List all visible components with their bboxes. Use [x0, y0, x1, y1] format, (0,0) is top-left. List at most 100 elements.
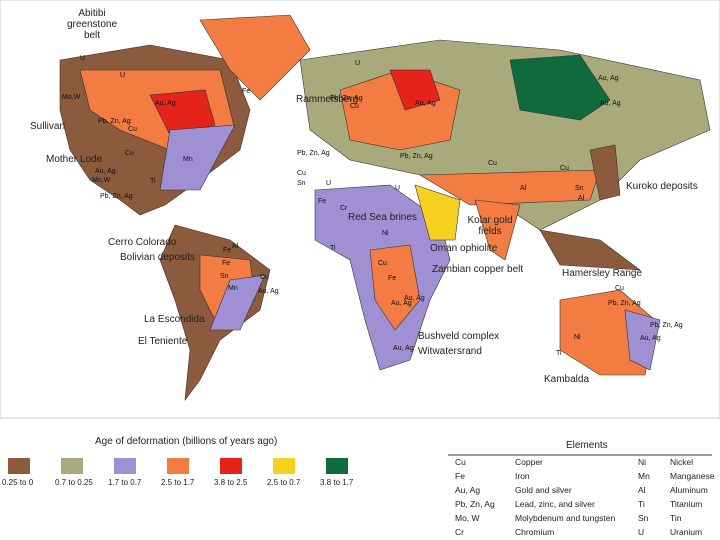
- mineral-symbol: Fe: [223, 247, 232, 254]
- element-symbol: Al: [638, 485, 646, 495]
- element-name: Iron: [515, 471, 530, 481]
- mineral-symbol: Pb, Zn, Ag: [330, 95, 363, 102]
- mineral-symbol: Pb, Zn, Ag: [400, 153, 433, 160]
- mineral-symbol: Pb, Zn, Ag: [100, 193, 133, 200]
- brazil: [209, 274, 266, 331]
- mineral-symbol: Cu: [125, 150, 134, 157]
- mineral-symbol: Pb, Zn, Ag: [297, 150, 330, 157]
- continents: [59, 14, 711, 402]
- place-label: Cerro Colorado: [108, 237, 177, 248]
- legend-swatch: [273, 458, 295, 474]
- element-name: Gold and silver: [515, 485, 572, 495]
- place-label: Bushveld complex: [418, 331, 500, 342]
- element-name: Titanium: [670, 499, 703, 509]
- mineral-symbol: Cr: [340, 205, 348, 212]
- legend-title: Age of deformation (billions of years ag…: [95, 436, 278, 447]
- legend-swatch: [167, 458, 189, 474]
- element-symbol: Au, Ag: [455, 485, 481, 495]
- mineral-symbol: Al: [578, 195, 585, 202]
- mineral-symbol: Pb, Zn, Ag: [650, 322, 683, 329]
- legend-swatch: [326, 458, 348, 474]
- mineral-symbol: Au, Ag: [404, 295, 425, 302]
- element-name: Manganese: [670, 471, 715, 481]
- east-australia: [624, 309, 661, 371]
- element-symbol: Sn: [638, 513, 649, 523]
- legend-label: 2.5 to 1.7: [161, 478, 195, 487]
- element-name: Aluminum: [670, 485, 708, 495]
- legend-label: 3.8 to 2.5: [214, 478, 248, 487]
- legend-swatch: [114, 458, 136, 474]
- mineral-symbol: Au, Ag: [415, 100, 436, 107]
- mineral-symbol: Fe: [318, 198, 327, 205]
- mineral-symbol: Fe: [222, 260, 231, 267]
- place-label: Kolar gold fields: [467, 215, 513, 237]
- mineral-symbol: Au, Ag: [598, 75, 619, 82]
- mineral-symbol: Mo,W: [92, 177, 111, 184]
- mineral-symbol: U: [326, 180, 332, 187]
- place-label: Rammelsberg: [296, 94, 359, 105]
- place-label: Hamersley Range: [562, 268, 643, 279]
- mineral-symbol: Au, Ag: [640, 335, 661, 342]
- place-label: La Escondida: [144, 314, 205, 325]
- mineral-symbol: Au, Ag: [155, 100, 176, 107]
- place-label: Sullivan: [30, 121, 66, 132]
- mineral-symbol: Ni: [382, 230, 389, 237]
- mineral-symbol: Au, Ag: [258, 288, 279, 295]
- mineral-symbol: Au, Ag: [600, 100, 621, 107]
- legend-label: 3.8 to 1.7: [320, 478, 354, 487]
- legend-label: 0.25 to 0: [2, 478, 34, 487]
- element-symbol: Fe: [455, 471, 465, 481]
- mineral-symbol: Cu: [560, 165, 569, 172]
- mineral-symbol: Au, Ag: [391, 300, 412, 307]
- element-name: Lead, zinc, and silver: [515, 499, 595, 509]
- element-symbol: Ti: [638, 499, 645, 509]
- place-label: Oman ophiolite: [430, 243, 498, 254]
- place-label: Red Sea brines: [348, 212, 417, 223]
- element-symbol: U: [638, 527, 645, 537]
- elements-title: Elements: [566, 440, 608, 451]
- element-symbol: Cu: [455, 457, 466, 467]
- mineral-symbol: Al: [232, 243, 239, 250]
- arabia: [414, 184, 461, 241]
- place-label: Mother Lode: [46, 154, 103, 165]
- mineral-symbol: Fe: [388, 275, 397, 282]
- mineral-symbol: Ti: [330, 245, 336, 252]
- southeast-asia: [539, 229, 641, 271]
- element-name: Uranium: [670, 527, 703, 537]
- place-label: Witwatersrand: [418, 346, 482, 357]
- place-label: Kuroko deposits: [626, 181, 698, 192]
- legend-label: 2.5 to 0.7: [267, 478, 301, 487]
- appalachian: [159, 124, 236, 191]
- mineral-symbol: Fe: [242, 88, 251, 95]
- mineral-symbol: Sn: [575, 185, 584, 192]
- mineral-symbol: Cu: [128, 126, 137, 133]
- baltic: [389, 69, 441, 111]
- himalaya: [418, 169, 601, 206]
- place-label: Kambalda: [544, 374, 590, 385]
- element-name: Nickel: [670, 457, 694, 467]
- legend-label: 0.7 to 0.25: [55, 478, 93, 487]
- mineral-symbol: Pb, Zn, Ag: [608, 300, 641, 307]
- mineral-symbol: Cu: [488, 160, 497, 167]
- mineral-symbol: Ni: [574, 334, 581, 341]
- mineral-symbol: Cu: [260, 274, 269, 281]
- mineral-symbol: Cu: [378, 260, 387, 267]
- mineral-symbol: U: [395, 185, 401, 192]
- legend-swatch: [220, 458, 242, 474]
- japan: [589, 144, 621, 201]
- place-label: Zambian copper belt: [432, 264, 524, 275]
- element-symbol: Ni: [638, 457, 647, 467]
- element-symbol: Cr: [455, 527, 464, 537]
- mineral-symbol: Mn: [228, 285, 238, 292]
- mineral-symbol: Sn: [220, 273, 229, 280]
- element-name: Tin: [670, 513, 682, 523]
- mineral-symbol: Ti: [150, 178, 156, 185]
- india: [474, 199, 521, 261]
- mineral-symbol: Cu: [350, 103, 359, 110]
- mineral-symbol: U: [355, 60, 361, 67]
- place-label: Bolivian deposits: [120, 252, 196, 263]
- legend-swatch: [61, 458, 83, 474]
- mineral-symbol: U: [80, 55, 86, 62]
- siberia: [509, 54, 611, 121]
